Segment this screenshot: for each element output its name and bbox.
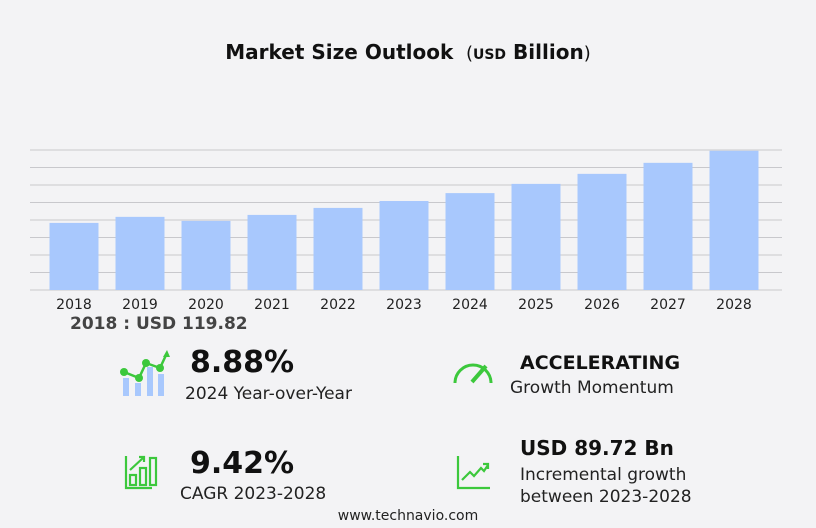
incremental-value: USD 89.72 Bn [520, 436, 674, 460]
bar-2025 [511, 183, 561, 290]
x-tick-label: 2026 [584, 297, 620, 313]
x-tick-label: 2025 [518, 297, 554, 313]
incremental-label-2: between 2023-2028 [520, 487, 692, 507]
x-tick-label: 2027 [650, 297, 686, 313]
trend-line-icon [456, 456, 490, 490]
speedometer-icon [453, 363, 493, 384]
x-tick-label: 2021 [254, 297, 290, 313]
bar-2020 [181, 220, 231, 290]
yoy-value: 8.88% [190, 345, 295, 380]
x-tick-label: 2018 [56, 297, 92, 313]
bar-2018 [49, 222, 99, 290]
bar-chart: 2018 2019 2020 2021 2022 2023 2024 2025 2026 2027… [30, 149, 782, 313]
bar-2024 [445, 193, 495, 290]
momentum-value: ACCELERATING [520, 352, 681, 374]
bar-2027 [643, 162, 693, 290]
growth-chart-icon [120, 350, 170, 396]
unit-prefix: USD [472, 47, 507, 63]
x-tick-label: 2020 [188, 297, 224, 313]
base-year-label: 2018 : USD 119.82 [70, 314, 248, 334]
bar-2022 [313, 207, 363, 290]
title-text: Market Size Outlook [225, 40, 454, 64]
bar-growth-icon [124, 455, 158, 490]
x-tick-label: 2019 [122, 297, 158, 313]
bar-2019 [115, 216, 165, 290]
bar-2026 [577, 173, 627, 290]
bar-2021 [247, 214, 297, 290]
footer-url: www.technavio.com [337, 508, 479, 524]
cagr-label: CAGR 2023-2028 [180, 484, 327, 504]
bar-2023 [379, 201, 429, 290]
momentum-label: Growth Momentum [510, 378, 674, 398]
cagr-value: 9.42% [190, 446, 295, 481]
bar-2028 [709, 150, 759, 290]
x-tick-label: 2024 [452, 297, 488, 313]
yoy-label: 2024 Year-over-Year [185, 384, 352, 404]
chart-title: Market Size Outlook (USD Billion) [225, 40, 591, 64]
unit-text: Billion [513, 40, 584, 64]
x-tick-label: 2023 [386, 297, 422, 313]
incremental-label-1: Incremental growth [520, 465, 687, 485]
x-tick-label: 2022 [320, 297, 356, 313]
x-tick-label: 2028 [716, 297, 752, 313]
